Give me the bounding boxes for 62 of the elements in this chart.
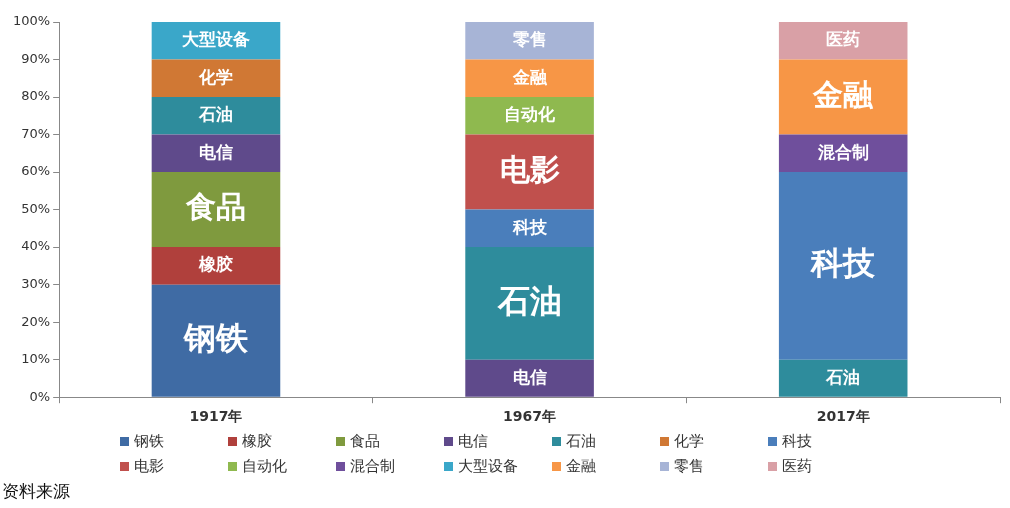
y-tick-label: 50% [21,200,51,216]
legend-label: 科技 [782,432,812,451]
bar [778,172,908,360]
text: 自动化 [504,104,556,125]
legend-label: 零售 [674,457,704,476]
y-tick-label: 30% [21,276,51,292]
text: 石油 [497,281,562,320]
legend-label: 电信 [458,432,488,451]
bar [778,22,908,60]
text: 电信 [512,366,547,387]
legend-label: 橡胶 [242,432,272,451]
bar [465,97,594,135]
text: 金融 [813,76,874,112]
bar [151,134,281,173]
x-tick-label: 1917年 [189,408,243,425]
text: 科技 [811,244,876,283]
legend-label: 金融 [566,457,596,476]
legend-label: 食品 [350,432,380,451]
x-tick-label: 2017年 [816,408,870,425]
x-tick-label: 1967年 [503,408,557,425]
text: 科技 [512,216,547,237]
text: 大型设备 [181,29,250,50]
legend-label: 大型设备 [458,457,518,476]
bar [151,59,281,98]
bar [151,97,281,135]
text: 化学 [198,66,233,87]
text: 食品 [185,189,246,225]
bar [151,284,281,397]
legend-label: 混合制 [350,457,395,476]
legend-label: 石油 [566,432,596,451]
text: 电影 [499,151,560,187]
y-tick-label: 80% [21,88,51,104]
bar [151,247,281,285]
bar [778,359,908,397]
text: 石油 [198,104,233,125]
y-tick-label: 60% [21,163,51,179]
legend-label: 化学 [674,432,704,451]
y-tick-label: 10% [21,351,51,367]
bar [465,59,594,98]
text: 金融 [512,66,547,87]
legend-label: 钢铁 [134,432,164,451]
y-tick-label: 40% [21,238,51,254]
text: 电信 [198,141,233,162]
text: 医药 [826,29,861,50]
y-tick-label: 0% [29,388,51,404]
bar [465,359,594,397]
bar [465,247,594,360]
bar [465,209,594,248]
text: 钢铁 [183,318,248,357]
text: 零售 [512,29,547,50]
text: 橡胶 [198,254,233,275]
y-tick-label: 20% [21,313,51,329]
y-tick-label: 90% [21,50,51,66]
legend-label: 电影 [134,457,164,476]
text: 资料来源 [2,480,71,503]
y-tick-label: 100% [12,13,51,29]
bar [465,22,594,60]
legend-label: 医药 [782,457,812,476]
y-tick-label: 70% [21,125,51,141]
legend-label: 自动化 [242,457,287,476]
text: 混合制 [817,141,869,162]
text: 石油 [826,366,861,387]
